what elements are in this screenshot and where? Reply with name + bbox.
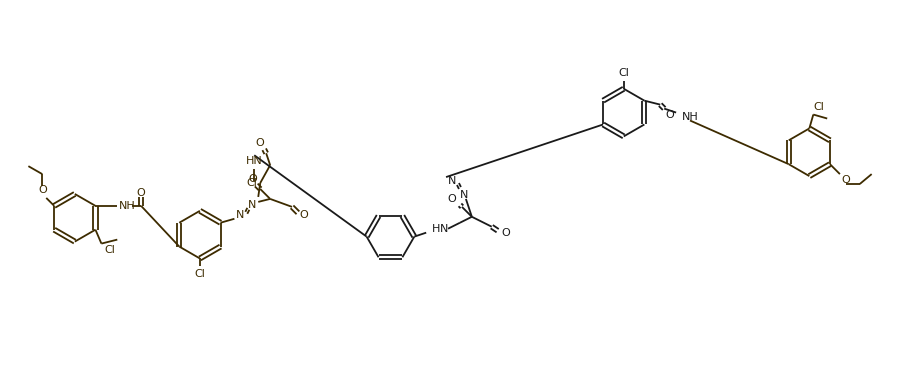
Text: O: O [255,138,265,148]
Text: N: N [236,210,245,220]
Text: N: N [459,190,468,200]
Text: NH: NH [682,111,699,122]
Text: O: O [448,194,457,204]
Text: O: O [501,228,510,238]
Text: Cl: Cl [195,269,206,279]
Text: HN: HN [246,156,263,166]
Text: Cl: Cl [618,68,629,78]
Text: Cl: Cl [104,244,115,255]
Text: O: O [666,110,675,120]
Text: O: O [137,188,146,198]
Text: N: N [448,176,457,186]
Text: N: N [248,200,256,210]
Text: H: H [432,224,440,234]
Text: O: O [38,185,46,195]
Text: N: N [440,224,448,234]
Text: Cl: Cl [246,178,257,188]
Text: O: O [842,175,850,185]
Text: Cl: Cl [814,102,824,112]
Text: O: O [300,210,308,220]
Text: NH: NH [120,201,136,211]
Text: O: O [248,174,256,184]
